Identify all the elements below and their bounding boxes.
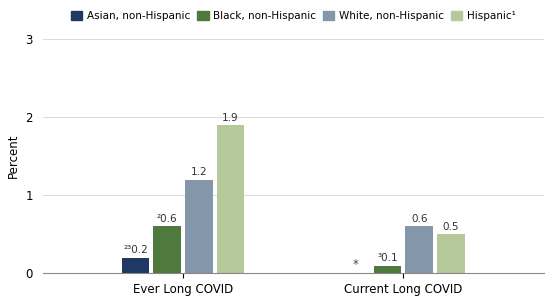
Text: ²³0.2: ²³0.2 [123, 245, 148, 255]
Text: 1.9: 1.9 [222, 113, 239, 123]
Text: ³0.1: ³0.1 [377, 253, 398, 263]
Bar [374, 265, 402, 273]
Bar [122, 258, 149, 273]
Text: 0.5: 0.5 [442, 222, 459, 232]
Bar [185, 180, 213, 273]
Text: 0.6: 0.6 [411, 214, 427, 224]
Y-axis label: Percent: Percent [7, 134, 20, 178]
Bar [153, 226, 181, 273]
Bar [405, 226, 433, 273]
Bar [437, 234, 465, 273]
Bar [217, 125, 244, 273]
Text: ²0.6: ²0.6 [157, 214, 178, 224]
Legend: Asian, non-Hispanic, Black, non-Hispanic, White, non-Hispanic, Hispanic¹: Asian, non-Hispanic, Black, non-Hispanic… [67, 7, 520, 25]
Text: 1.2: 1.2 [190, 167, 207, 177]
Text: *: * [353, 258, 359, 271]
